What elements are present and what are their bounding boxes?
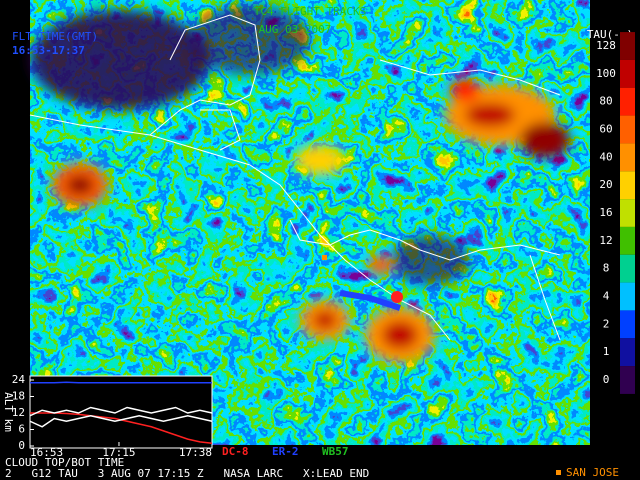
date: AUG 03 2007 xyxy=(259,23,332,36)
colorbar-tick-label: 20 xyxy=(599,178,612,191)
colorbar-tick-label: 80 xyxy=(599,95,612,108)
site-icon xyxy=(556,470,561,475)
colorbar-segment xyxy=(620,199,635,227)
colorbar-tick-label: 12 xyxy=(599,234,612,247)
y-tick-label: 0 xyxy=(18,439,25,452)
aircraft-label: ER-2 xyxy=(272,445,299,458)
colorbar-tick-label: 4 xyxy=(603,290,610,303)
y-tick-label: 24 xyxy=(12,373,26,386)
aircraft-position xyxy=(391,291,403,303)
site-name: SAN JOSE xyxy=(566,466,619,479)
colorbar-segment xyxy=(620,87,635,116)
site-marker xyxy=(322,255,327,260)
colorbar-tick-label: 128 xyxy=(596,39,616,52)
x-tick-label: 17:38 xyxy=(179,446,212,459)
series-line xyxy=(29,414,213,428)
status-line: 2 G12 TAU 3 AUG 07 17:15 Z NASA LARC X:L… xyxy=(5,467,369,480)
y-tick-label: 18 xyxy=(12,390,25,403)
y-tick-label: 6 xyxy=(18,423,25,436)
colorbar-tick-label: 16 xyxy=(599,206,612,219)
caption: CLOUD TOP/BOT TIME xyxy=(5,456,124,469)
colorbar-tick-label: 2 xyxy=(603,317,610,330)
colorbar-segment xyxy=(620,282,635,311)
aircraft-label: DC-8 xyxy=(222,445,249,458)
colorbar-segment xyxy=(620,310,635,339)
series-line xyxy=(30,381,212,384)
inset-y-label: ALT km xyxy=(2,392,15,432)
colorbar-segment xyxy=(620,143,635,172)
cloud-areas xyxy=(30,5,570,363)
colorbar-segment xyxy=(620,226,635,255)
colorbar-tick-label: 40 xyxy=(599,150,612,163)
y-tick-label: 12 xyxy=(12,406,25,419)
colorbar-tick-label: 8 xyxy=(603,262,610,275)
colorbar-segment xyxy=(620,366,635,394)
flight-time-label: FLT TIME(GMT) xyxy=(12,30,98,43)
colorbar-segment xyxy=(620,32,635,60)
colorbar-tick-label: 60 xyxy=(599,123,612,136)
colorbar-tick-label: 1 xyxy=(603,345,610,358)
colorbar-segment xyxy=(620,59,635,88)
colorbar-tick-label: 0 xyxy=(603,373,610,386)
flight-time: 16:53-17:37 xyxy=(12,44,85,57)
flight-track xyxy=(339,290,401,311)
x-tick-label: 16:53 xyxy=(30,446,63,459)
series-line xyxy=(29,406,213,417)
colorbar-segment xyxy=(620,254,635,283)
colorbar-segment xyxy=(620,338,635,367)
title: TC4 FLIGHT TRACKS xyxy=(254,5,367,18)
x-tick-label: 17:15 xyxy=(102,446,135,459)
colorbar-tick-label: 100 xyxy=(596,67,616,80)
aircraft-label: WB57 xyxy=(322,445,349,458)
colorbar-segment xyxy=(620,171,635,200)
colorbar-segment xyxy=(620,115,635,144)
